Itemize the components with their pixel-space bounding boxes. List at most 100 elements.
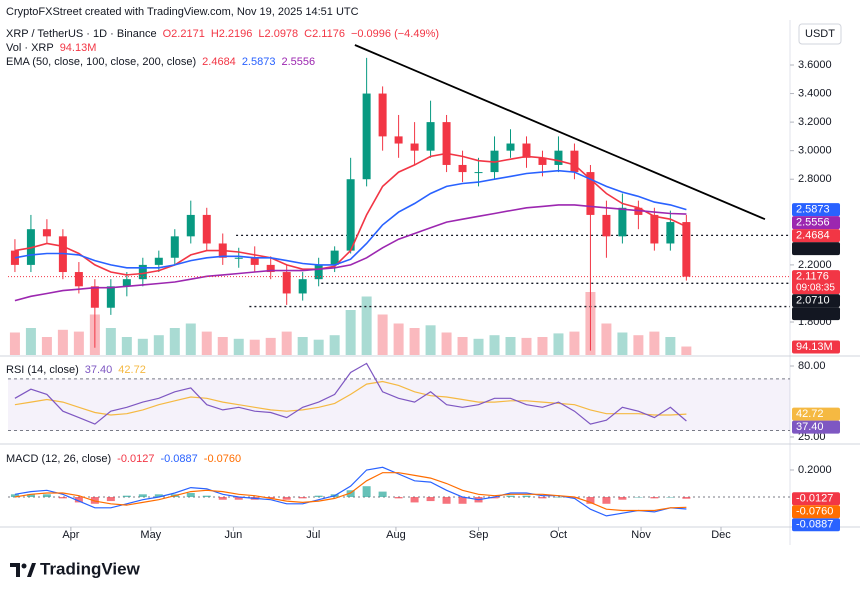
legend-value: 2.5556 <box>281 56 315 68</box>
legend: Vol · XRP 94.13M <box>6 42 96 54</box>
candle-body <box>314 264 323 280</box>
histogram-bar <box>442 497 451 504</box>
candle-body <box>442 122 451 165</box>
price-tag <box>792 505 840 519</box>
histogram-bar <box>394 497 403 499</box>
volume-bar <box>153 335 164 355</box>
histogram-bar <box>202 495 211 498</box>
volume-bar <box>169 328 180 355</box>
volume-bar <box>441 332 452 355</box>
candle-body <box>138 264 147 280</box>
y-tick-label: 2.8000 <box>798 173 832 185</box>
currency[interactable]: USDT <box>805 28 835 40</box>
y-tick-label: 3.4000 <box>798 87 832 99</box>
candle-body <box>90 286 99 308</box>
candle-body <box>170 236 179 258</box>
volume-bar <box>217 337 228 355</box>
volume-bar <box>617 332 628 355</box>
histogram-bar <box>186 492 195 498</box>
ema-line <box>14 204 687 302</box>
histogram-bar <box>602 497 611 504</box>
ohlc-value: H2.2196 <box>211 28 253 40</box>
volume-bar <box>553 333 564 355</box>
histogram-bar <box>122 495 131 498</box>
volume-bar <box>201 331 212 355</box>
legend-name: EMA (50, close, 100, close, 200, close) <box>6 56 196 68</box>
candle-body <box>586 172 595 215</box>
candle-body <box>282 272 291 294</box>
histogram-bar <box>554 497 563 498</box>
volume-bar <box>9 332 20 355</box>
price-tag-label: 2.4684 <box>796 230 830 242</box>
candle-body <box>474 172 483 174</box>
candle-body <box>330 250 339 265</box>
ema-line <box>14 152 687 276</box>
histogram-bar <box>682 497 691 499</box>
legend-value: 2.5873 <box>242 56 276 68</box>
price-tag-label: 2.5873 <box>796 204 830 216</box>
x-tick-label: Dec <box>711 529 731 541</box>
price-tag-label: 42.72 <box>796 408 824 420</box>
volume-bar <box>457 337 468 355</box>
histogram-bar <box>138 494 147 498</box>
histogram-bar <box>314 495 323 498</box>
histogram-bar <box>234 497 243 500</box>
price-tag <box>792 340 840 354</box>
candle-body <box>346 179 355 251</box>
pane: 0.2000 Apr May Jun Jul Aug Sep Oct Nov Dec MACD (1… <box>6 453 832 541</box>
price-tag <box>792 407 840 421</box>
legend-value: 2.4684 <box>202 56 236 68</box>
volume-bar <box>601 323 612 355</box>
indicator-line <box>14 472 687 512</box>
ohlc-value: C2.1176 <box>304 28 345 40</box>
candle-body <box>362 93 371 180</box>
price-tag <box>792 518 840 532</box>
volume-bar <box>73 331 84 355</box>
candle-body <box>410 143 419 151</box>
y-tick-label: 80.00 <box>798 360 826 372</box>
legend: EMA (50, close, 100, close, 200, close) 2… <box>6 56 315 68</box>
y-tick-label: 25.00 <box>798 431 826 443</box>
indicator-line <box>14 466 687 517</box>
volume-bar <box>521 337 532 355</box>
candle-body <box>570 150 579 173</box>
histogram-bar <box>42 494 51 498</box>
histogram-bar <box>74 497 83 503</box>
volume-bar <box>297 337 308 355</box>
legend-name: RSI (14, close) <box>6 364 79 376</box>
trendline <box>354 44 766 221</box>
histogram-bar <box>10 494 19 498</box>
histogram-bar <box>282 497 291 500</box>
candle-body <box>538 157 547 165</box>
candle-body <box>202 214 211 244</box>
candle-body <box>106 286 115 308</box>
ohlc-value: O2.2171 <box>163 28 205 40</box>
x-tick-label: Jul <box>306 529 320 541</box>
volume-bar <box>633 335 644 355</box>
indicator-line <box>14 380 687 416</box>
indicator-line <box>14 362 687 425</box>
histogram-bar <box>378 491 387 498</box>
x-tick-label: Apr <box>62 529 79 541</box>
volume-bar <box>377 314 388 355</box>
histogram-bar <box>538 497 547 499</box>
candle-body <box>666 222 675 244</box>
candle-body <box>506 143 515 151</box>
volume-bar <box>345 310 356 355</box>
candle-body <box>122 279 131 287</box>
legend-value: -0.0760 <box>204 453 241 465</box>
candle-body <box>154 257 163 265</box>
currency-box[interactable] <box>798 23 842 45</box>
candle-body <box>458 164 467 173</box>
y-tick-label: 0.2000 <box>798 464 832 476</box>
histogram-bar <box>362 486 371 498</box>
histogram-bar <box>426 497 435 502</box>
volume-bar <box>409 328 420 355</box>
histogram-bar <box>506 495 515 498</box>
histogram-bar <box>458 497 467 504</box>
legend-value: 37.40 <box>85 364 113 376</box>
pane: 3.60003.40003.20003.00002.80002.20001.80… <box>6 28 832 355</box>
candle-body <box>522 143 531 158</box>
candle-body <box>378 93 387 137</box>
legend-value: 94.13M <box>60 42 97 54</box>
